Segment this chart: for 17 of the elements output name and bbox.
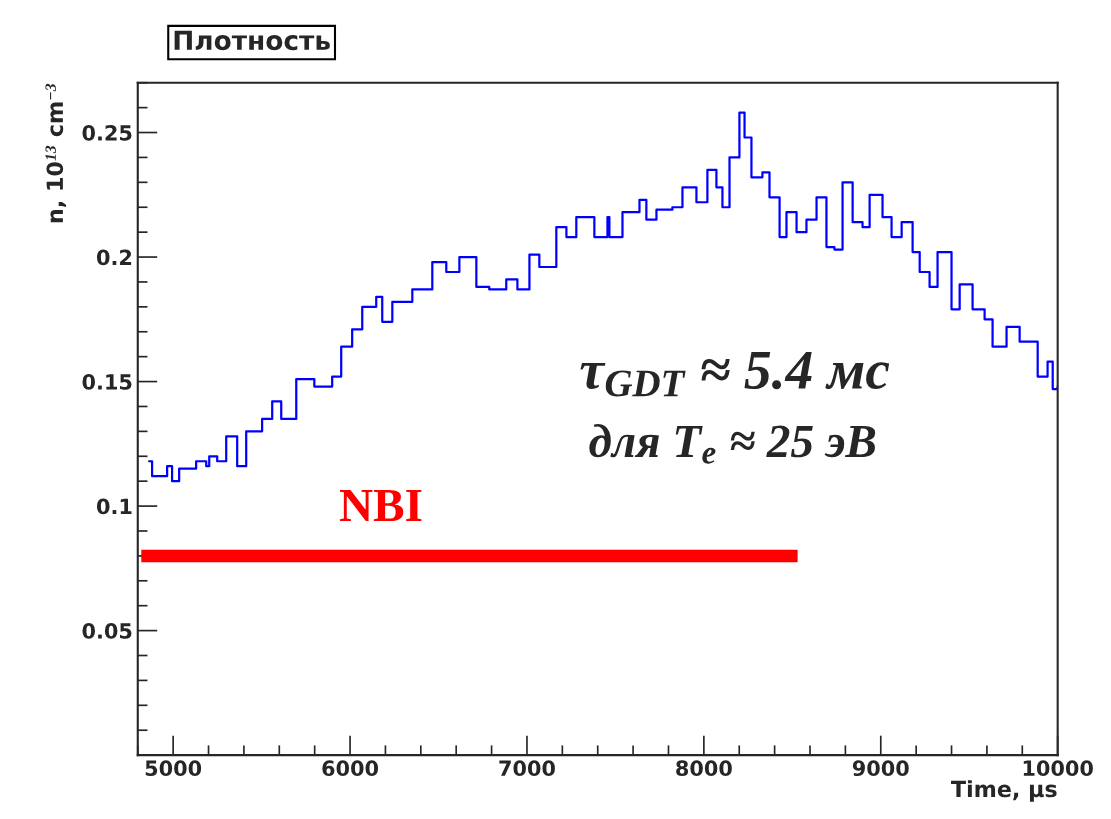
y-axis-title: n, 10$^{13}$ cm$^{−3}$ — [45, 83, 67, 223]
x-tick-label: 5000 — [145, 760, 202, 777]
annotation: для T$_{e}$ ≈ 25 эВ — [589, 424, 876, 464]
y-tick-label: 0.1 — [96, 498, 132, 515]
y-tick-label: 0.05 — [82, 623, 132, 639]
x-tick-label: 7000 — [499, 760, 555, 777]
x-tick-label: 10000 — [1023, 760, 1093, 777]
x-tick-label: 8000 — [676, 760, 732, 777]
y-tick-label: 0.2 — [96, 249, 132, 266]
series-label: NBI — [339, 490, 422, 522]
x-tick-label: 9000 — [852, 760, 909, 777]
x-axis-title: Time, μs — [951, 780, 1057, 802]
chart-title: Плотность — [174, 30, 330, 51]
y-tick-label: 0.15 — [82, 374, 132, 390]
y-tick-label: 0.25 — [82, 124, 132, 141]
annotation: τ$_{GDT}$ ≈ 5.4 мс — [580, 351, 890, 397]
x-tick-label: 6000 — [322, 760, 379, 777]
